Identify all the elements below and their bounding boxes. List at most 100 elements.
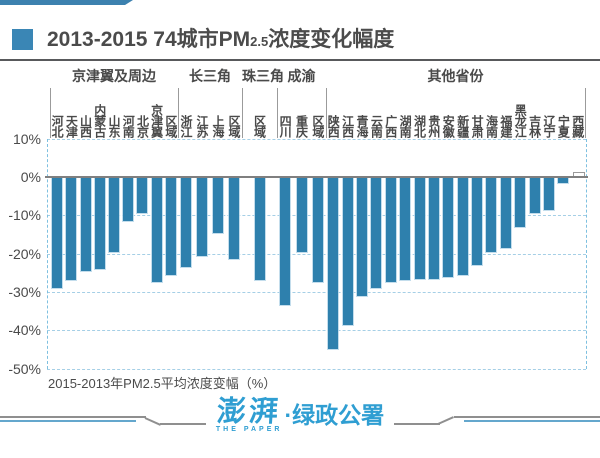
plot-left-border	[47, 139, 48, 369]
bar	[80, 177, 91, 271]
section-divider	[585, 88, 586, 138]
bar	[529, 177, 540, 214]
bar	[151, 177, 162, 283]
bar-label: 江苏	[195, 115, 209, 137]
bar-label: 湖北	[412, 115, 427, 137]
bar	[472, 177, 483, 266]
bar-label: 河南	[121, 115, 136, 137]
title-prefix: 2013-2015 74城市PM	[47, 28, 251, 51]
bar-label: 海南	[484, 115, 499, 137]
bar-label: 浙江	[179, 115, 193, 137]
bar-label: 贵州	[426, 115, 441, 137]
bar	[428, 177, 439, 279]
bar-label: 吉林	[527, 115, 542, 137]
bar	[443, 177, 454, 277]
bar-label: 江西	[340, 115, 355, 137]
bar	[280, 177, 291, 306]
bar-label: 湖南	[398, 115, 413, 137]
bar-label: 云南	[369, 115, 384, 137]
title-bullet-square	[12, 29, 33, 50]
bar-label: 重庆	[294, 115, 309, 137]
bar	[165, 177, 176, 275]
footer-line-midright-gray	[394, 423, 440, 425]
bar-label: 内蒙古	[92, 104, 107, 137]
y-tick-label: -20%	[8, 245, 41, 262]
logo-suffix-text: ·绿政公署	[284, 402, 385, 428]
bar-label: 黑龙江	[513, 104, 528, 137]
bar	[109, 177, 119, 252]
group-label: 京津翼及周边	[72, 68, 156, 84]
bar	[342, 177, 353, 325]
bar-label: 天津	[64, 115, 79, 137]
bar	[371, 177, 382, 289]
section-divider	[242, 88, 243, 138]
bar-label: 陕西	[326, 115, 341, 137]
zero-axis-line	[45, 176, 588, 178]
bar	[328, 177, 339, 350]
logo-en-text: THE PAPER	[215, 426, 283, 433]
footer-slant-right	[437, 416, 454, 425]
title-suffix: 浓度变化幅度	[268, 28, 395, 51]
section-divider	[326, 88, 327, 138]
footer-line-midleft-gray	[160, 423, 206, 425]
footer-line-left-gray	[0, 416, 146, 418]
bar	[123, 177, 134, 222]
y-tick-label: 10%	[12, 130, 41, 147]
y-tick-label: -30%	[8, 283, 41, 300]
publisher-logo: 澎湃 THE PAPER ·绿政公署	[200, 394, 400, 434]
bar-label: 西藏	[570, 115, 585, 137]
section-divider	[277, 88, 278, 138]
bar	[94, 177, 105, 269]
header-divider-rule	[0, 59, 600, 61]
section-divider	[50, 88, 51, 138]
bar-label: 山西	[78, 115, 93, 137]
bar-label: 北京	[135, 115, 150, 137]
y-tick-label: -40%	[8, 322, 41, 339]
bar-label: 区域	[310, 115, 325, 137]
bar-label: 甘肃	[470, 115, 485, 137]
title-subscript: 2.5	[250, 34, 269, 49]
bar	[457, 177, 468, 275]
bar-label: 河北	[50, 115, 65, 137]
y-tick-label: -50%	[8, 360, 41, 377]
bar	[229, 177, 239, 260]
bar-label: 宁夏	[556, 115, 571, 137]
bar	[356, 177, 367, 296]
bar	[500, 177, 511, 248]
footer-line-right-blue	[464, 420, 600, 422]
group-label: 长三角	[189, 68, 231, 84]
group-label: 其他省份	[427, 68, 484, 84]
bar-label: 辽宁	[542, 115, 557, 137]
bar	[296, 177, 307, 252]
bar-label: 四川	[278, 115, 293, 137]
bar	[213, 177, 223, 233]
footer-line-left-blue	[0, 420, 136, 422]
top-accent-bar	[0, 0, 133, 5]
bar	[197, 177, 207, 256]
bar	[181, 177, 191, 268]
bar-label: 京津翼	[149, 104, 164, 137]
bar-label: 区域	[252, 115, 267, 137]
gridline	[47, 330, 586, 332]
bar	[558, 177, 569, 183]
logo-cn-text: 澎湃	[215, 394, 283, 428]
y-tick-label: 0%	[20, 169, 41, 185]
bar-label: 上海	[211, 115, 225, 137]
bar	[486, 177, 497, 252]
bar-label: 新疆	[455, 115, 470, 137]
axis-caption: 2015-2013年PM2.5平均浓度变幅（%）	[48, 376, 277, 391]
bar-label: 区域	[163, 115, 178, 137]
bar	[52, 177, 63, 289]
footer-line-right-gray	[454, 416, 600, 418]
gridline	[47, 138, 586, 140]
bar	[414, 177, 425, 279]
bar	[515, 177, 526, 227]
bar	[400, 177, 411, 281]
group-label: 成渝	[287, 68, 316, 84]
y-tick-label: -10%	[8, 207, 41, 224]
bar-label: 广西	[383, 115, 398, 137]
gridline	[47, 368, 586, 370]
section-divider	[178, 88, 179, 138]
bar-label: 青海	[354, 115, 369, 137]
